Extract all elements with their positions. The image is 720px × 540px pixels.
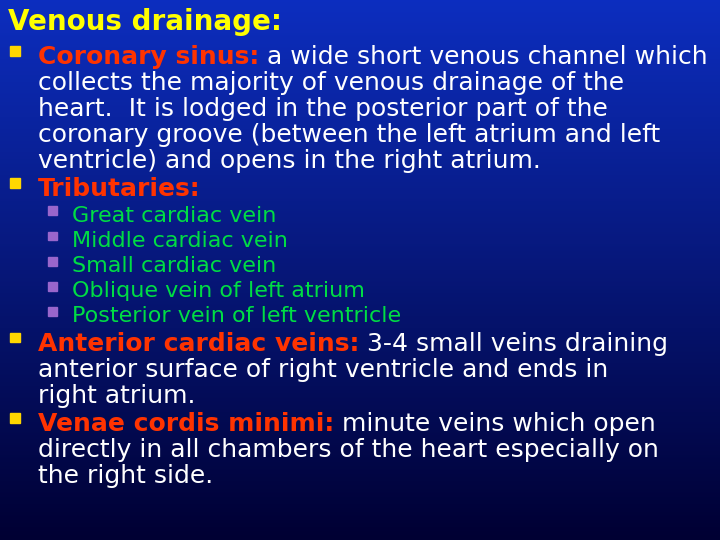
Bar [10, 46, 20, 56]
Text: right atrium.: right atrium. [38, 384, 196, 408]
Text: a wide short venous channel which: a wide short venous channel which [259, 45, 708, 69]
Bar [10, 333, 20, 342]
Text: anterior surface of right ventricle and ends in: anterior surface of right ventricle and … [38, 357, 608, 382]
Text: the right side.: the right side. [38, 464, 213, 488]
Text: Venae cordis minimi:: Venae cordis minimi: [38, 412, 334, 436]
Text: Coronary sinus:: Coronary sinus: [38, 45, 259, 69]
Text: Anterior cardiac veins:: Anterior cardiac veins: [38, 332, 359, 356]
Text: directly in all chambers of the heart especially on: directly in all chambers of the heart es… [38, 438, 659, 462]
Text: minute veins which open: minute veins which open [334, 412, 656, 436]
Text: coronary groove (between the left atrium and left: coronary groove (between the left atrium… [38, 123, 660, 147]
Text: Posterior vein of left ventricle: Posterior vein of left ventricle [72, 306, 401, 326]
Text: 3-4 small veins draining: 3-4 small veins draining [359, 332, 668, 356]
Text: Tributaries:: Tributaries: [38, 178, 201, 201]
Bar [10, 179, 20, 188]
Text: Small cardiac vein: Small cardiac vein [72, 256, 276, 276]
Text: Oblique vein of left atrium: Oblique vein of left atrium [72, 281, 365, 301]
Text: collects the majority of venous drainage of the: collects the majority of venous drainage… [38, 71, 624, 95]
Bar [10, 413, 20, 423]
Text: Great cardiac vein: Great cardiac vein [72, 206, 276, 226]
Bar [48, 206, 57, 215]
Bar [48, 307, 57, 316]
Text: Middle cardiac vein: Middle cardiac vein [72, 231, 288, 251]
Bar [48, 232, 57, 240]
Text: ventricle) and opens in the right atrium.: ventricle) and opens in the right atrium… [38, 150, 541, 173]
Text: Venous drainage:: Venous drainage: [8, 8, 282, 36]
Bar [48, 282, 57, 291]
Text: heart.  It is lodged in the posterior part of the: heart. It is lodged in the posterior par… [38, 97, 608, 121]
Bar [48, 257, 57, 266]
